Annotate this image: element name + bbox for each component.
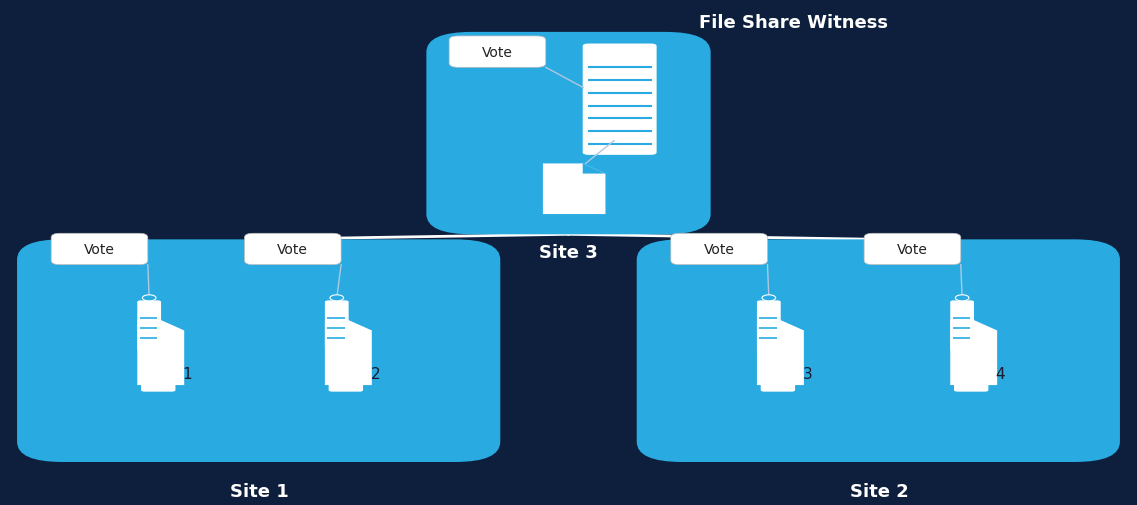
FancyBboxPatch shape [138,301,161,351]
FancyBboxPatch shape [582,44,657,156]
FancyBboxPatch shape [951,301,974,351]
Text: Vote: Vote [84,242,115,257]
Circle shape [330,295,343,301]
Text: 1: 1 [183,366,192,381]
Text: Vote: Vote [704,242,735,257]
Polygon shape [757,320,804,385]
Text: 4: 4 [996,366,1005,381]
Text: Vote: Vote [277,242,308,257]
FancyBboxPatch shape [329,384,363,392]
FancyBboxPatch shape [325,301,349,351]
FancyBboxPatch shape [449,37,546,68]
Text: Vote: Vote [482,45,513,60]
Text: 2: 2 [371,366,380,381]
FancyBboxPatch shape [244,234,341,265]
Text: Site 3: Site 3 [539,243,598,262]
FancyBboxPatch shape [757,301,781,351]
Text: Site 2: Site 2 [849,482,908,500]
FancyBboxPatch shape [637,240,1120,462]
Circle shape [762,295,775,301]
Polygon shape [951,320,997,385]
FancyBboxPatch shape [426,33,711,235]
Text: File Share Witness: File Share Witness [699,14,888,32]
Polygon shape [325,320,372,385]
Text: Vote: Vote [897,242,928,257]
Circle shape [142,295,156,301]
Polygon shape [582,164,605,174]
FancyBboxPatch shape [141,384,175,392]
Text: 3: 3 [803,366,812,381]
Polygon shape [542,164,605,215]
FancyBboxPatch shape [51,234,148,265]
FancyBboxPatch shape [954,384,988,392]
Circle shape [955,295,969,301]
FancyBboxPatch shape [864,234,961,265]
Polygon shape [138,320,184,385]
FancyBboxPatch shape [671,234,767,265]
FancyBboxPatch shape [17,240,500,462]
FancyBboxPatch shape [761,384,795,392]
Text: Site 1: Site 1 [230,482,289,500]
